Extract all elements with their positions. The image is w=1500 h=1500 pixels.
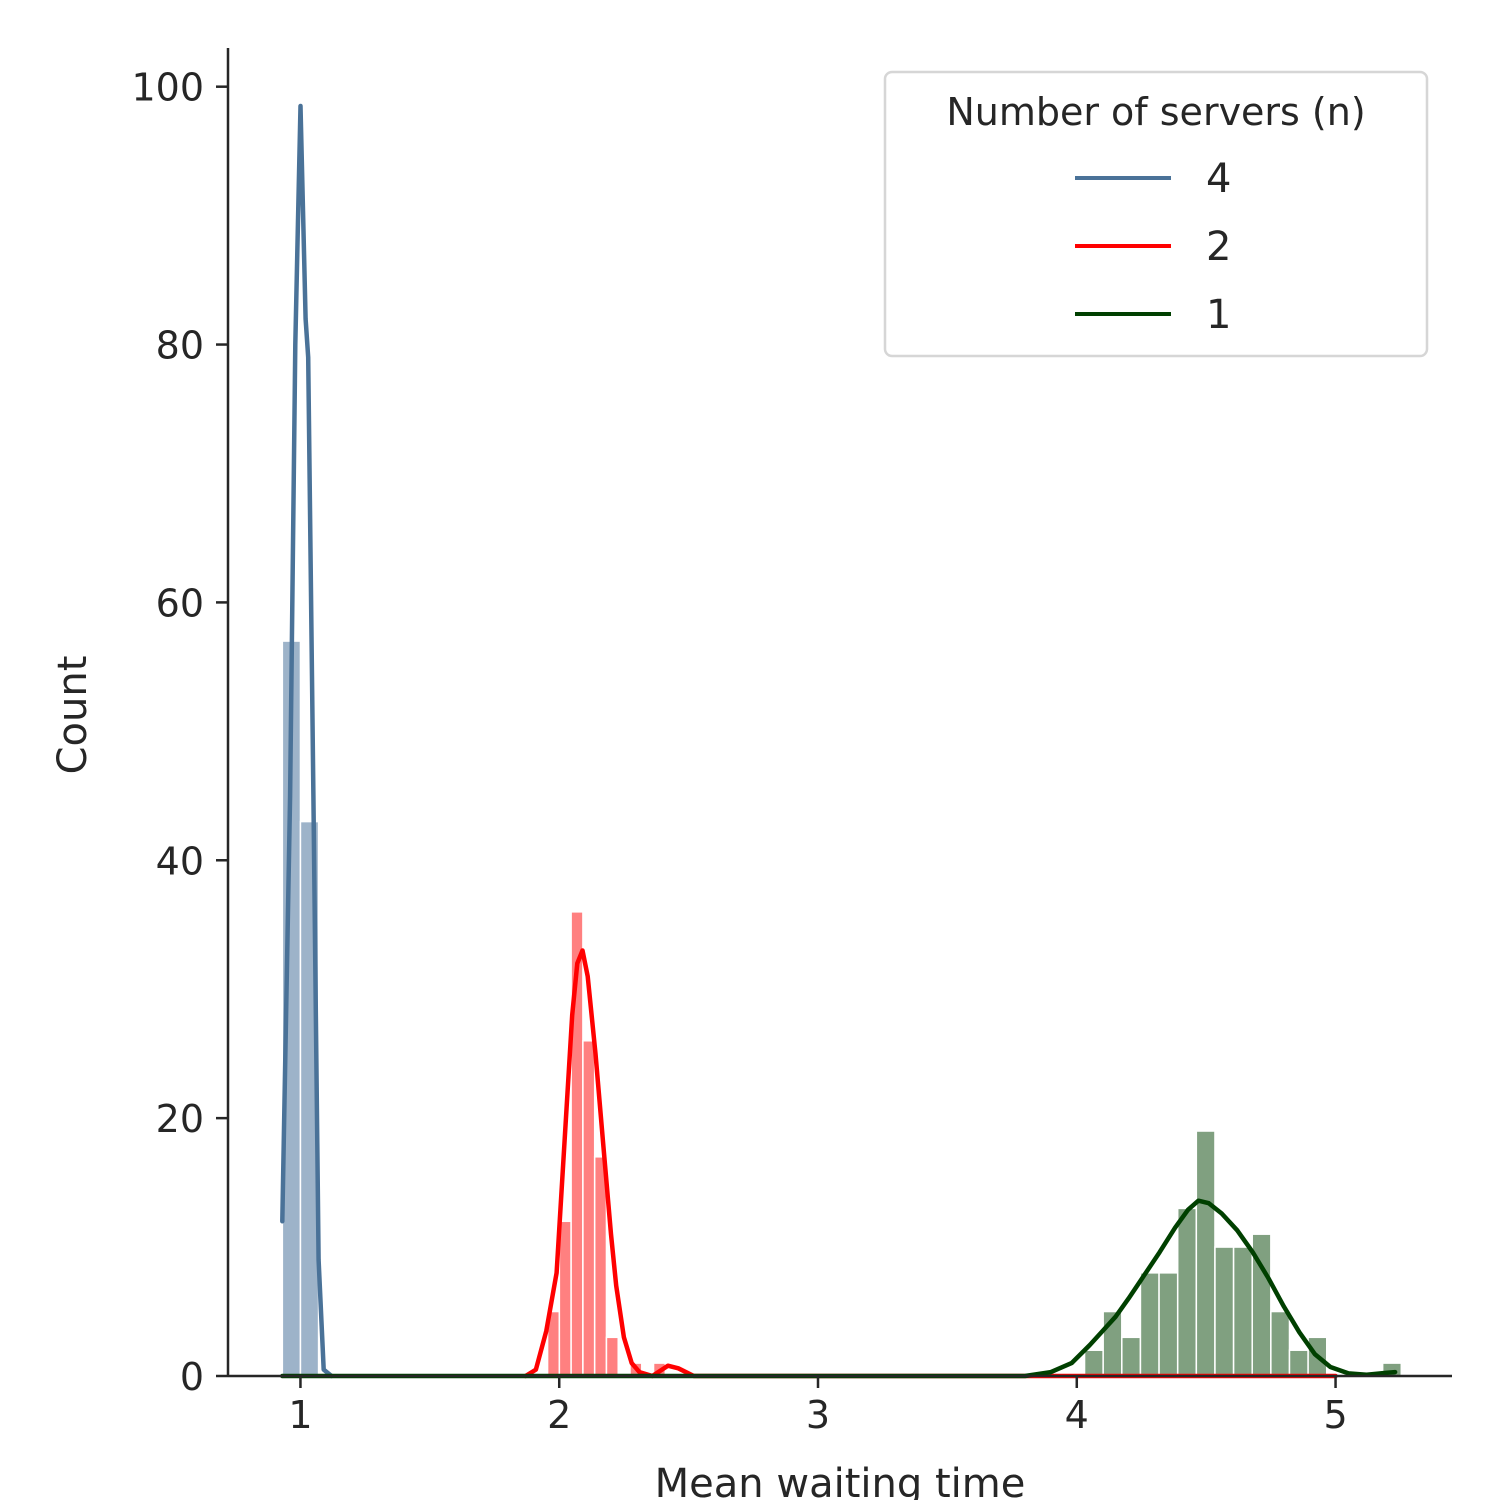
kde-curves <box>280 103 1398 1379</box>
kde-line-series-2 <box>523 948 1338 1379</box>
y-tick-label: 20 <box>156 1097 204 1141</box>
histogram-bars <box>281 640 1403 1377</box>
x-tick-label: 3 <box>806 1393 830 1437</box>
histogram-bar-series-2 <box>582 1040 596 1377</box>
histogram-bar-series-2 <box>593 1156 608 1377</box>
x-axis-label: Mean waiting time <box>655 1461 1026 1500</box>
x-ticks: 1 2 3 4 5 <box>288 1376 1348 1437</box>
legend-label: 2 <box>1206 224 1231 270</box>
histogram-bar-series-1 <box>1083 1349 1104 1377</box>
axes <box>226 48 1452 1378</box>
legend-label: 1 <box>1206 292 1231 338</box>
histogram-bar-series-2 <box>605 1336 619 1377</box>
legend-frame <box>883 70 1429 358</box>
histogram-bar-series-1 <box>1121 1336 1142 1377</box>
histogram-bar-series-1 <box>1270 1310 1291 1377</box>
kde-line-series-4 <box>280 103 334 1379</box>
y-tick-label: 0 <box>180 1355 204 1399</box>
legend-entry-1: 1 <box>1075 292 1231 338</box>
legend: Number of servers (n) 4 2 1 <box>883 70 1429 358</box>
x-tick-label: 1 <box>288 1393 312 1437</box>
y-tick-label: 100 <box>131 66 204 110</box>
x-tick-label: 4 <box>1065 1393 1089 1437</box>
y-tick-label: 40 <box>156 839 204 883</box>
legend-title: Number of servers (n) <box>946 90 1365 134</box>
histogram-bar-series-1 <box>1139 1272 1160 1377</box>
legend-entry-2: 2 <box>1075 224 1231 270</box>
y-axis-label: Count <box>50 656 96 775</box>
histogram-bar-series-1 <box>1158 1272 1179 1377</box>
histogram-bar-series-1 <box>1214 1246 1235 1377</box>
x-tick-label: 5 <box>1323 1393 1347 1437</box>
histogram-bar-series-1 <box>1176 1207 1198 1377</box>
y-ticks: 0 20 40 60 80 100 <box>131 66 228 1399</box>
legend-label: 4 <box>1206 156 1231 202</box>
x-tick-label: 2 <box>547 1393 571 1437</box>
y-tick-label: 80 <box>156 324 204 368</box>
histogram-bar-series-1 <box>1288 1349 1309 1377</box>
histogram-bar-series-1 <box>1195 1130 1216 1377</box>
y-tick-label: 60 <box>156 581 204 625</box>
histogram-bar-series-2 <box>558 1220 572 1377</box>
histogram-bar-series-1 <box>1232 1246 1253 1377</box>
kde-line-series-1 <box>280 1198 1398 1379</box>
legend-entry-4: 4 <box>1075 156 1231 202</box>
